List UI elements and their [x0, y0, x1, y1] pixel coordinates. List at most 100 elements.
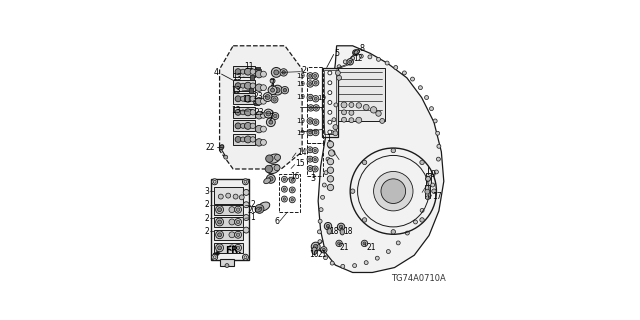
Circle shape — [243, 227, 249, 233]
Circle shape — [309, 167, 312, 170]
Circle shape — [326, 157, 330, 161]
Bar — [254, 69, 260, 72]
Circle shape — [334, 103, 338, 107]
Circle shape — [362, 218, 367, 222]
Circle shape — [283, 178, 285, 180]
Circle shape — [244, 256, 247, 259]
Circle shape — [235, 123, 241, 129]
Circle shape — [353, 264, 356, 268]
Circle shape — [420, 208, 424, 212]
Text: 10: 10 — [309, 250, 319, 259]
Circle shape — [265, 165, 273, 173]
Circle shape — [333, 131, 338, 136]
Circle shape — [307, 73, 314, 79]
Text: 12: 12 — [353, 54, 363, 63]
Circle shape — [375, 256, 380, 260]
Text: 2: 2 — [205, 227, 210, 236]
Circle shape — [314, 74, 317, 77]
Circle shape — [349, 110, 354, 115]
Text: 19: 19 — [296, 118, 305, 124]
Ellipse shape — [340, 229, 344, 235]
Text: 16: 16 — [291, 172, 300, 181]
Circle shape — [309, 107, 312, 109]
Circle shape — [420, 218, 424, 222]
Circle shape — [330, 261, 334, 265]
Circle shape — [250, 69, 255, 74]
Circle shape — [328, 144, 332, 148]
Circle shape — [327, 176, 333, 182]
Circle shape — [255, 98, 262, 105]
Circle shape — [349, 60, 351, 63]
Circle shape — [328, 120, 332, 124]
Circle shape — [330, 131, 334, 134]
Text: 23: 23 — [255, 108, 264, 117]
Circle shape — [250, 137, 255, 142]
Bar — [233, 120, 255, 131]
Circle shape — [436, 157, 440, 161]
Bar — [307, 67, 323, 143]
Circle shape — [425, 189, 430, 194]
Circle shape — [432, 189, 436, 193]
Circle shape — [218, 233, 221, 237]
Text: 19: 19 — [296, 81, 305, 87]
Circle shape — [341, 102, 347, 108]
Circle shape — [226, 193, 230, 198]
Text: 11: 11 — [244, 62, 253, 71]
Circle shape — [243, 215, 249, 220]
Circle shape — [218, 246, 221, 250]
Circle shape — [260, 126, 266, 132]
Circle shape — [255, 139, 262, 146]
Circle shape — [349, 102, 354, 108]
Circle shape — [343, 60, 348, 64]
Circle shape — [235, 83, 241, 89]
Circle shape — [314, 97, 317, 100]
Circle shape — [312, 96, 319, 102]
Ellipse shape — [264, 178, 271, 184]
Text: 6: 6 — [274, 217, 279, 226]
Circle shape — [368, 55, 372, 59]
Circle shape — [314, 168, 316, 170]
Text: 17: 17 — [432, 192, 442, 201]
Circle shape — [338, 242, 340, 245]
Circle shape — [291, 198, 294, 201]
Text: 13: 13 — [232, 86, 241, 95]
Circle shape — [429, 107, 433, 111]
Circle shape — [216, 244, 223, 252]
Circle shape — [319, 208, 323, 212]
Circle shape — [244, 82, 252, 89]
Circle shape — [419, 86, 422, 90]
Circle shape — [213, 256, 216, 259]
Circle shape — [374, 172, 413, 211]
Text: 2: 2 — [301, 67, 306, 76]
Circle shape — [269, 120, 273, 124]
Circle shape — [282, 71, 285, 74]
Text: 1: 1 — [326, 134, 331, 143]
Circle shape — [244, 180, 247, 183]
Circle shape — [260, 140, 266, 145]
Circle shape — [318, 240, 322, 244]
Circle shape — [255, 204, 264, 213]
Circle shape — [324, 171, 328, 175]
Text: 19: 19 — [296, 130, 305, 136]
Ellipse shape — [220, 145, 224, 150]
Circle shape — [312, 166, 318, 172]
Circle shape — [327, 141, 333, 148]
Circle shape — [341, 264, 345, 268]
Circle shape — [312, 148, 318, 154]
Circle shape — [282, 186, 287, 192]
Circle shape — [307, 147, 313, 153]
Circle shape — [229, 232, 235, 238]
Circle shape — [308, 119, 312, 123]
Circle shape — [328, 81, 332, 85]
Circle shape — [263, 92, 272, 101]
Circle shape — [314, 81, 317, 84]
Circle shape — [308, 131, 312, 134]
Circle shape — [244, 136, 252, 143]
Bar — [424, 185, 430, 198]
Text: TG74A0710A: TG74A0710A — [392, 274, 446, 283]
Circle shape — [328, 91, 332, 95]
Circle shape — [283, 88, 287, 92]
Circle shape — [308, 96, 312, 99]
Circle shape — [224, 155, 228, 159]
Text: 1: 1 — [250, 213, 255, 222]
